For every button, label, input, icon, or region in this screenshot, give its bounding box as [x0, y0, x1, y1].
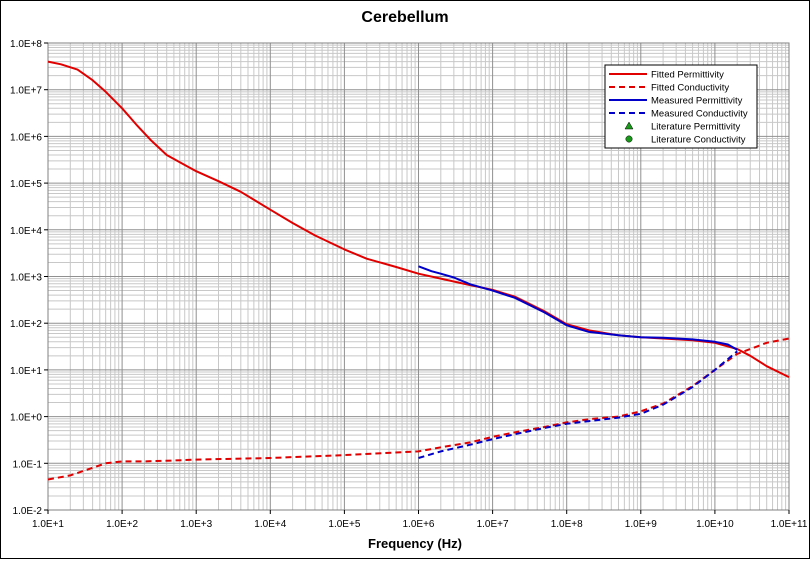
- x-tick-label: 1.0E+10: [696, 519, 734, 530]
- chart-title: Cerebellum: [361, 9, 448, 26]
- legend: Fitted Permittivity Fitted Conductivity Me…: [604, 64, 758, 149]
- legend-label-literature-conductivity: Literature Conductivity: [651, 135, 746, 146]
- legend-label-fitted-conductivity: Fitted Conductivity: [651, 83, 729, 94]
- series-group: [47, 60, 790, 481]
- series-line-measured-permittivity: [418, 265, 738, 351]
- legend-label-measured-conductivity: Measured Conductivity: [651, 109, 748, 120]
- y-tick-label: 1.0E+7: [10, 86, 42, 97]
- y-axis-ticks: 1.0E-2 1.0E-1 1.0E+0 1.0E+1 1.0E+2 1.0E+3 1.0E…: [10, 39, 48, 517]
- x-tick-label: 1.0E+2: [106, 519, 138, 530]
- x-axis-ticks: 1.0E+1 1.0E+2 1.0E+3 1.0E+4 1.0E+5 1.0E+6 1.0E…: [32, 510, 808, 530]
- x-tick-label: 1.0E+9: [625, 519, 657, 530]
- y-tick-label: 1.0E+5: [10, 179, 42, 190]
- x-tick-label: 1.0E+4: [254, 519, 286, 530]
- y-tick-label: 1.0E+6: [10, 132, 42, 143]
- y-tick-label: 1.0E-1: [13, 459, 43, 470]
- legend-box: [604, 64, 758, 149]
- x-tick-label: 1.0E+7: [477, 519, 509, 530]
- y-tick-label: 1.0E+2: [10, 319, 42, 330]
- x-tick-label: 1.0E+6: [403, 519, 435, 530]
- legend-label-literature-permittivity: Literature Permittivity: [651, 122, 740, 133]
- x-tick-label: 1.0E+11: [771, 519, 808, 530]
- y-tick-label: 1.0E+4: [10, 226, 42, 237]
- legend-marker-literature-permittivity: [624, 121, 634, 130]
- x-axis-label: Frequency (Hz): [368, 536, 462, 551]
- x-tick-label: 1.0E+3: [180, 519, 212, 530]
- x-tick-label: 1.0E+5: [328, 519, 360, 530]
- y-tick-label: 1.0E-2: [13, 506, 43, 517]
- legend-marker-literature-conductivity: [625, 135, 633, 143]
- y-tick-label: 1.0E+3: [10, 273, 42, 284]
- x-tick-label: 1.0E+8: [551, 519, 583, 530]
- legend-label-measured-permittivity: Measured Permittivity: [651, 96, 743, 107]
- series-line-measured-conductivity: [418, 350, 738, 459]
- x-tick-label: 1.0E+1: [32, 519, 64, 530]
- legend-label-fitted-permittivity: Fitted Permittivity: [651, 70, 724, 81]
- y-tick-label: 1.0E+0: [10, 413, 42, 424]
- y-tick-label: 1.0E+1: [10, 366, 42, 377]
- grid: [47, 42, 790, 511]
- y-tick-label: 1.0E+8: [10, 39, 42, 50]
